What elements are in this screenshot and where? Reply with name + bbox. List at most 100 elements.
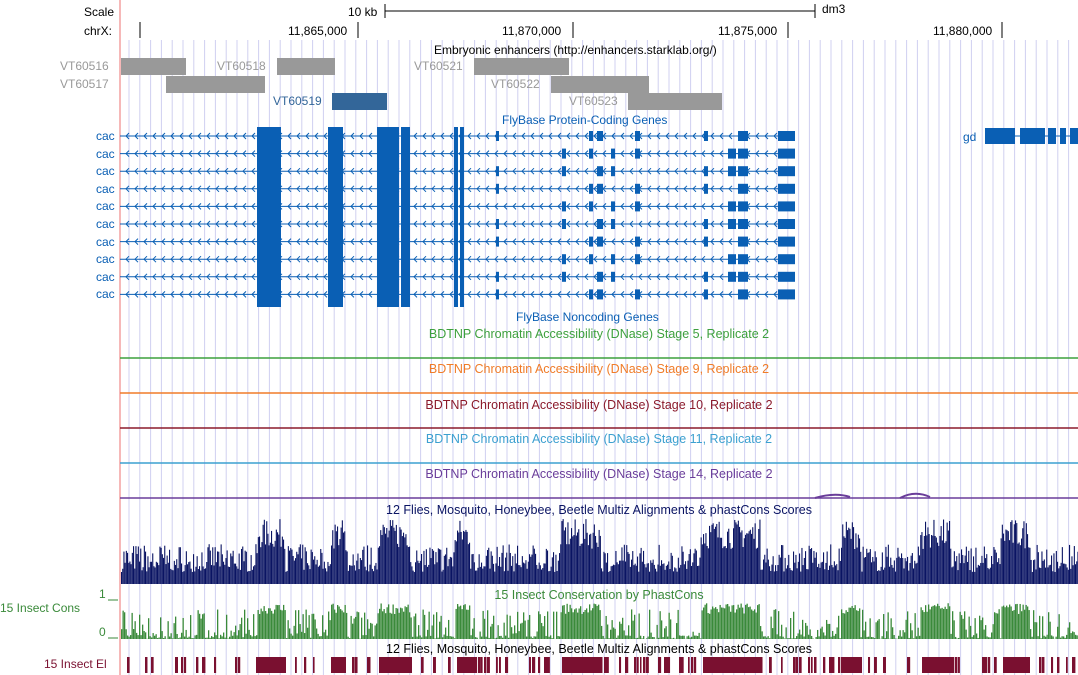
enhancer-label[interactable]: VT60516 <box>60 59 109 73</box>
strand-arrow <box>620 238 625 245</box>
phastcons-side-label[interactable]: 15 Insect Cons <box>0 601 81 615</box>
strand-arrow <box>692 255 697 263</box>
phastcons-bar <box>326 635 328 639</box>
multiz-bar <box>619 560 621 584</box>
phastcons-bar <box>250 635 252 639</box>
multiz-bar <box>157 562 159 584</box>
phastcons-bar <box>878 619 880 639</box>
dnase-stage11-title[interactable]: BDTNP Chromatin Accessibility (DNase) St… <box>425 432 773 446</box>
phastcons-bar <box>308 615 310 639</box>
phastcons-bar <box>599 610 601 639</box>
phastcons-track-title[interactable]: 15 Insect Conservation by PhastCons <box>494 588 704 602</box>
phastcons-bar <box>776 634 778 639</box>
gene-label-cac[interactable]: cac <box>96 269 115 284</box>
gene-label-cac[interactable]: cac <box>96 252 115 267</box>
protein-coding-track-title[interactable]: FlyBase Protein-Coding Genes <box>502 113 668 127</box>
multiz-bar <box>1033 560 1035 584</box>
strand-arrow <box>647 150 652 157</box>
noncoding-track-title[interactable]: FlyBase Noncoding Genes <box>516 310 659 324</box>
enhancer-label[interactable]: VT60522 <box>491 77 540 91</box>
multiz-bar <box>277 532 279 584</box>
multiz-bar <box>177 568 179 584</box>
conserved-element <box>565 657 568 673</box>
dnase-stage5-title[interactable]: BDTNP Chromatin Accessibility (DNase) St… <box>428 327 770 341</box>
phastcons-bar <box>172 638 174 639</box>
multiz-track-title[interactable]: 12 Flies, Mosquito, Honeybee, Beetle Mul… <box>386 503 812 517</box>
phastcons-bar <box>173 623 175 639</box>
phastcons-bar <box>427 629 429 639</box>
dnase-stage14-title[interactable]: BDTNP Chromatin Accessibility (DNase) St… <box>425 467 773 481</box>
multiz-bar <box>673 571 675 584</box>
enhancer-track-title[interactable]: Embryonic enhancers (http://enhancers.st… <box>434 43 717 57</box>
gene-label-cac[interactable]: cac <box>96 287 115 302</box>
phastcons-bar <box>343 612 345 639</box>
phastcons-bar <box>643 636 645 639</box>
conserved-element <box>637 657 639 673</box>
phastcons-bar <box>149 636 151 639</box>
multiz-bar <box>650 560 652 584</box>
strand-arrow <box>512 291 517 298</box>
gene-exon <box>589 183 593 194</box>
multiz-bar <box>607 553 609 584</box>
gene-label-cac[interactable]: cac <box>96 234 115 249</box>
gene-exon <box>597 289 603 300</box>
strand-arrow <box>170 132 175 140</box>
elements-track-title[interactable]: 12 Flies, Mosquito, Honeybee, Beetle Mul… <box>386 642 812 656</box>
phastcons-bar <box>1025 604 1027 639</box>
gene-label-gd[interactable]: gd <box>963 130 977 144</box>
dnase-stage10-title[interactable]: BDTNP Chromatin Accessibility (DNase) St… <box>425 398 773 412</box>
gene-exon <box>738 254 748 265</box>
gene-label-cac[interactable]: cac <box>96 146 115 161</box>
strand-arrow <box>206 185 211 193</box>
enhancer-label[interactable]: VT60518 <box>217 59 266 73</box>
multiz-bar <box>267 533 269 584</box>
dnase-stage9-title[interactable]: BDTNP Chromatin Accessibility (DNase) St… <box>428 362 770 376</box>
phastcons-bar <box>1072 631 1074 639</box>
phastcons-bar <box>881 636 883 639</box>
multiz-bar <box>663 563 665 584</box>
phastcons-bar <box>419 635 421 639</box>
enhancer-label[interactable]: VT60521 <box>414 59 463 73</box>
phastcons-bar <box>364 612 366 639</box>
gene-label-cac[interactable]: cac <box>96 199 115 214</box>
phastcons-bar <box>677 609 679 639</box>
strand-arrow <box>530 273 535 281</box>
phastcons-bar <box>931 606 933 639</box>
gene-label-cac[interactable]: cac <box>96 217 115 231</box>
strand-arrow <box>575 220 580 228</box>
conserved-element <box>1009 657 1012 673</box>
phastcons-bar <box>1064 637 1066 639</box>
strand-arrow <box>548 132 553 140</box>
multiz-bar <box>271 530 273 584</box>
phastcons-bar <box>434 638 436 639</box>
multiz-bar <box>814 557 816 584</box>
enhancer-label[interactable]: VT60519 <box>273 94 322 108</box>
phastcons-bar <box>874 638 876 639</box>
multiz-bar <box>1015 520 1017 584</box>
strand-arrow <box>566 150 571 157</box>
gene-exon <box>597 219 603 229</box>
phastcons-bar <box>370 622 372 639</box>
gene-label-cac[interactable]: cac <box>96 129 115 143</box>
enhancer-label[interactable]: VT60523 <box>569 94 618 108</box>
gene-exon <box>738 219 748 229</box>
phastcons-bar <box>955 636 957 639</box>
phastcons-bar <box>730 611 732 639</box>
strand-arrow <box>719 203 724 210</box>
multiz-bar <box>292 555 294 584</box>
phastcons-bar <box>835 633 837 639</box>
gene-label-cac[interactable]: cac <box>96 181 115 196</box>
multiz-bar <box>885 546 887 584</box>
elements-side-label[interactable]: 15 Insect El <box>44 657 107 671</box>
strand-arrow <box>296 255 301 263</box>
gene-label-cac[interactable]: cac <box>96 164 115 179</box>
phastcons-bar <box>410 617 412 639</box>
phastcons-bar <box>1075 634 1077 639</box>
conserved-element <box>850 657 853 673</box>
multiz-bar <box>689 549 691 584</box>
strand-arrow <box>656 150 661 157</box>
strand-arrow <box>449 185 454 193</box>
enhancer-label[interactable]: VT60517 <box>60 77 109 91</box>
phastcons-bar <box>223 632 225 639</box>
